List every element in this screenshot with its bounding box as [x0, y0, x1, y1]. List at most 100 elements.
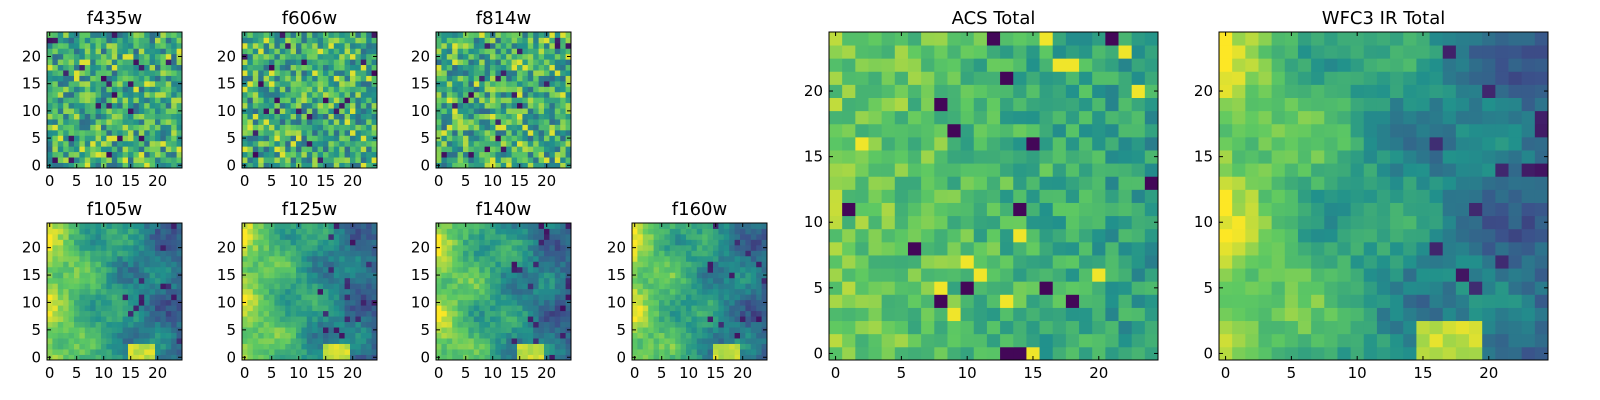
heatmap-cell: [707, 239, 714, 246]
heatmap-cell: [538, 146, 545, 153]
heatmap-cell: [723, 305, 730, 312]
heatmap-cell: [457, 349, 464, 355]
heatmap-cell: [133, 310, 140, 317]
heatmap-cell: [648, 244, 654, 251]
heatmap-cell: [355, 140, 362, 147]
heatmap-cell: [533, 255, 539, 262]
heatmap-cell: [360, 32, 367, 38]
heatmap-cell: [306, 228, 313, 235]
heatmap-cell: [527, 42, 534, 49]
heatmap-cell: [149, 37, 156, 44]
heatmap-cell: [269, 86, 275, 93]
heatmap-cell: [484, 113, 491, 120]
heatmap-cell: [269, 277, 275, 284]
heatmap-cell: [296, 338, 302, 344]
heatmap-cell: [355, 48, 362, 55]
heatmap-cell: [160, 59, 167, 66]
heatmap-cell: [538, 32, 545, 38]
heatmap-cell: [740, 272, 746, 279]
heatmap-cell: [138, 135, 145, 142]
heatmap-cell: [713, 294, 719, 301]
heatmap-cell: [653, 223, 660, 229]
heatmap-cell: [312, 299, 318, 306]
heatmap-cell: [691, 277, 698, 284]
heatmap-cell: [457, 86, 464, 93]
heatmap-cell: [263, 140, 270, 147]
heatmap-cell: [355, 59, 362, 66]
heatmap-cell: [279, 310, 286, 317]
heatmap-cell: [263, 310, 270, 317]
heatmap-cell: [538, 354, 545, 361]
heatmap-cell: [713, 266, 719, 273]
heatmap-cell: [296, 250, 302, 257]
heatmap-cell: [79, 266, 86, 273]
heatmap-cell: [252, 305, 259, 312]
heatmap-cell: [258, 42, 264, 49]
heatmap-cell: [921, 268, 935, 282]
heatmap-cell: [565, 151, 572, 158]
heatmap-cell: [718, 321, 725, 328]
heatmap-cell: [165, 64, 172, 71]
heatmap-cell: [1013, 215, 1027, 230]
heatmap-cell: [84, 119, 91, 125]
heatmap-cell: [366, 119, 372, 125]
heatmap-cell: [457, 250, 464, 257]
heatmap-cell: [138, 151, 145, 158]
heatmap-cell: [52, 146, 59, 153]
heatmap-cell: [247, 113, 254, 120]
heatmap-cell: [312, 349, 318, 355]
heatmap-cell: [74, 157, 80, 163]
heatmap-cell: [57, 140, 64, 147]
heatmap-cell: [323, 80, 329, 87]
heatmap-cell: [707, 349, 714, 355]
heatmap-cell: [729, 321, 735, 328]
heatmap-cell: [117, 53, 123, 60]
heatmap-cell: [90, 91, 96, 98]
heatmap-cell: [549, 338, 556, 344]
heatmap-cell: [258, 86, 264, 93]
heatmap-cell: [921, 281, 935, 295]
heatmap-cell: [90, 310, 96, 317]
heatmap-cell: [350, 239, 356, 246]
heatmap-cell: [63, 283, 69, 290]
heatmap-cell: [973, 176, 988, 190]
heatmap-cell: [718, 294, 725, 301]
heatmap-cell: [686, 332, 692, 339]
heatmap-cell: [106, 228, 113, 235]
heatmap-cell: [691, 316, 698, 323]
heatmap-cell: [829, 189, 843, 203]
heatmap-cell: [1000, 320, 1014, 335]
y-tick-label: 15: [217, 266, 236, 284]
heatmap-cell: [522, 223, 529, 229]
heatmap-cell: [285, 32, 291, 38]
heatmap-cell: [560, 113, 566, 120]
heatmap-cell: [734, 250, 741, 257]
heatmap-cell: [285, 70, 291, 76]
heatmap-cell: [750, 288, 757, 295]
heatmap-cell: [637, 310, 644, 317]
heatmap-cell: [441, 75, 448, 82]
heatmap-cell: [436, 42, 442, 49]
heatmap-cell: [328, 119, 335, 125]
heatmap-cell: [333, 261, 340, 268]
heatmap-cell: [144, 299, 150, 306]
heatmap-cell: [74, 129, 80, 136]
heatmap-cell: [242, 233, 248, 240]
heatmap-cell: [133, 42, 140, 49]
heatmap-cell: [829, 268, 843, 282]
heatmap-cell: [128, 97, 134, 104]
heatmap-cell: [355, 332, 362, 339]
heatmap-cell: [500, 108, 507, 114]
heatmap-cell: [544, 349, 550, 355]
heatmap-cell: [740, 310, 746, 317]
heatmap-cell: [63, 327, 69, 333]
heatmap-cell: [133, 48, 140, 55]
heatmap-cell: [247, 124, 254, 131]
heatmap-cell: [165, 140, 172, 147]
heatmap-cell: [90, 162, 96, 169]
heatmap-cell: [350, 255, 356, 262]
heatmap-cell: [691, 321, 698, 328]
heatmap-cell: [366, 228, 372, 235]
heatmap-cell: [149, 113, 156, 120]
heatmap-cell: [881, 150, 896, 164]
